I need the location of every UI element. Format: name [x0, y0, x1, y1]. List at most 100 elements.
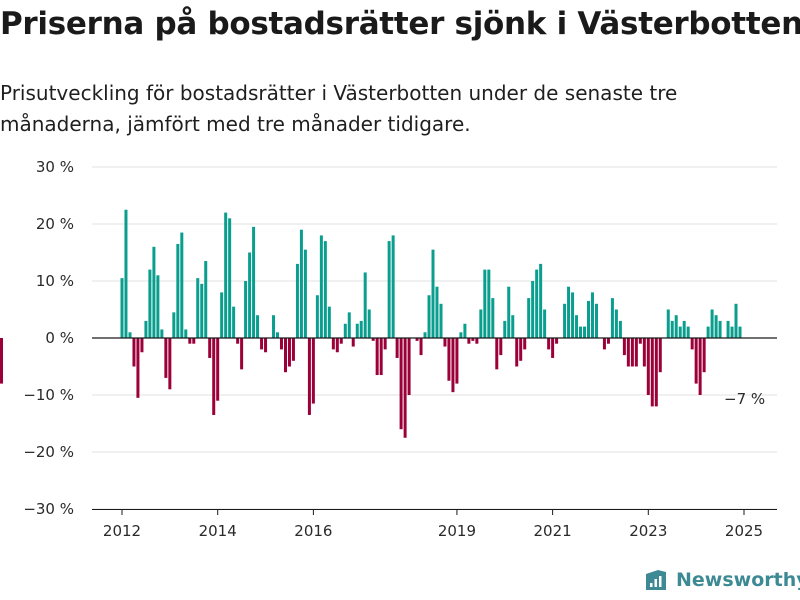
bar: [475, 338, 479, 344]
x-tick-label: 2025: [725, 522, 763, 540]
bar: [571, 292, 575, 338]
bar: [658, 338, 662, 373]
bar: [355, 323, 359, 338]
x-tick-label: 2016: [294, 522, 332, 540]
bar: [295, 263, 299, 338]
brand-name: Newsworthy: [676, 569, 800, 591]
bar: [240, 338, 244, 370]
bar: [172, 312, 176, 338]
bar: [638, 338, 642, 344]
bar: [216, 338, 220, 401]
y-tick-label: −20 %: [23, 443, 74, 461]
bar: [124, 209, 128, 338]
bar: [447, 338, 451, 381]
bar: [303, 249, 307, 338]
bar: [335, 338, 339, 353]
y-tick-label: 10 %: [36, 272, 74, 290]
bar: [491, 298, 495, 338]
bar: [152, 246, 156, 338]
bar: [395, 338, 399, 358]
bar: [594, 303, 598, 338]
bar: [248, 252, 252, 338]
bar: [184, 329, 188, 338]
bar: [319, 235, 323, 338]
bar: [515, 338, 519, 367]
bar: [371, 338, 375, 341]
bar: [710, 309, 714, 338]
bar: [650, 338, 654, 407]
y-tick-label: −30 %: [23, 500, 74, 518]
bar: [156, 275, 160, 338]
bar: [427, 295, 431, 338]
y-tick-label: 20 %: [36, 215, 74, 233]
bar: [451, 338, 455, 393]
bar: [403, 338, 407, 438]
bar: [208, 338, 212, 358]
bar: [738, 326, 742, 338]
bar: [423, 332, 427, 338]
bar: [495, 338, 499, 370]
y-tick-label: −10 %: [23, 386, 74, 404]
bar: [694, 338, 698, 384]
bar: [343, 323, 347, 338]
bar: [144, 320, 148, 338]
bar: [602, 338, 606, 350]
newsworthy-logo-icon: [646, 570, 666, 590]
bar: [618, 320, 622, 338]
bar: [176, 243, 180, 338]
bar: [287, 338, 291, 367]
bar: [563, 303, 567, 338]
bar: [626, 338, 630, 367]
x-tick-label: 2021: [534, 522, 572, 540]
bar: [272, 315, 276, 338]
bar: [734, 303, 738, 338]
y-tick-label: 30 %: [36, 158, 74, 176]
bar: [634, 338, 638, 367]
bar: [674, 315, 678, 338]
bar: [387, 241, 391, 338]
bar: [487, 269, 491, 338]
bar: [196, 278, 200, 338]
bar: [220, 292, 224, 338]
bar: [351, 338, 355, 347]
bar: [479, 309, 483, 338]
bar: [299, 229, 303, 338]
bar: [519, 338, 523, 361]
bar: [132, 338, 136, 367]
bar: [511, 315, 515, 338]
bar: [531, 281, 535, 338]
bar: [279, 338, 283, 350]
bar: [670, 320, 674, 338]
bar: [527, 298, 531, 338]
bar: [587, 300, 590, 338]
bar: [252, 226, 256, 338]
bar: [419, 338, 423, 356]
bar: [363, 272, 367, 338]
bar: [606, 338, 610, 344]
bar: [547, 338, 551, 350]
bar: [188, 338, 192, 344]
bar: [439, 303, 443, 338]
bar: [666, 309, 670, 338]
bar: [435, 286, 439, 338]
bar: [583, 326, 587, 338]
bar: [236, 338, 240, 344]
bar: [471, 338, 475, 341]
bar: [443, 338, 447, 347]
bar: [682, 320, 686, 338]
bar: [256, 315, 260, 338]
bar: [407, 338, 411, 395]
bar: [579, 326, 583, 338]
bar: [164, 338, 168, 378]
bar: [630, 338, 634, 367]
x-tick-label: 2014: [199, 522, 237, 540]
bar: [311, 338, 315, 404]
bar: [567, 286, 571, 338]
bar: [232, 306, 236, 338]
y-axis-ticks: 30 % 20 % 10 % 0 % −10 % −20 % −30 %: [23, 158, 74, 518]
bar: [315, 295, 319, 338]
bar: [327, 306, 331, 338]
bar: [192, 338, 196, 344]
bar: [431, 249, 435, 338]
